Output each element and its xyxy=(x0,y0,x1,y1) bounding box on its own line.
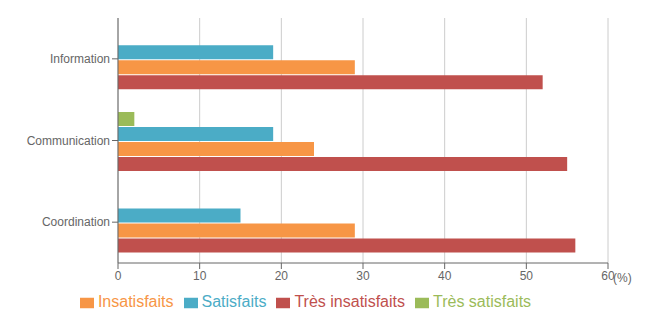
svg-text:Coordination: Coordination xyxy=(42,215,110,229)
svg-text:Communication: Communication xyxy=(27,134,110,148)
html-text:Insatisfaits: Insatisfaits xyxy=(97,293,174,310)
svg-text:10: 10 xyxy=(193,269,207,283)
svg-text:(%): (%) xyxy=(613,271,632,285)
svg-text:60: 60 xyxy=(601,268,615,283)
html-text:Très satisfaits: Très satisfaits xyxy=(433,293,532,310)
svg-text:Information: Information xyxy=(50,52,110,66)
html-text:Satisfaits: Satisfaits xyxy=(201,293,267,310)
svg-text:40: 40 xyxy=(438,269,452,283)
svg-text:50: 50 xyxy=(520,269,534,283)
svg-text:0: 0 xyxy=(115,269,122,283)
html-text:Très insatisfaits: Très insatisfaits xyxy=(294,293,405,310)
svg-text:20: 20 xyxy=(275,269,289,283)
svg-text:30: 30 xyxy=(356,269,370,283)
